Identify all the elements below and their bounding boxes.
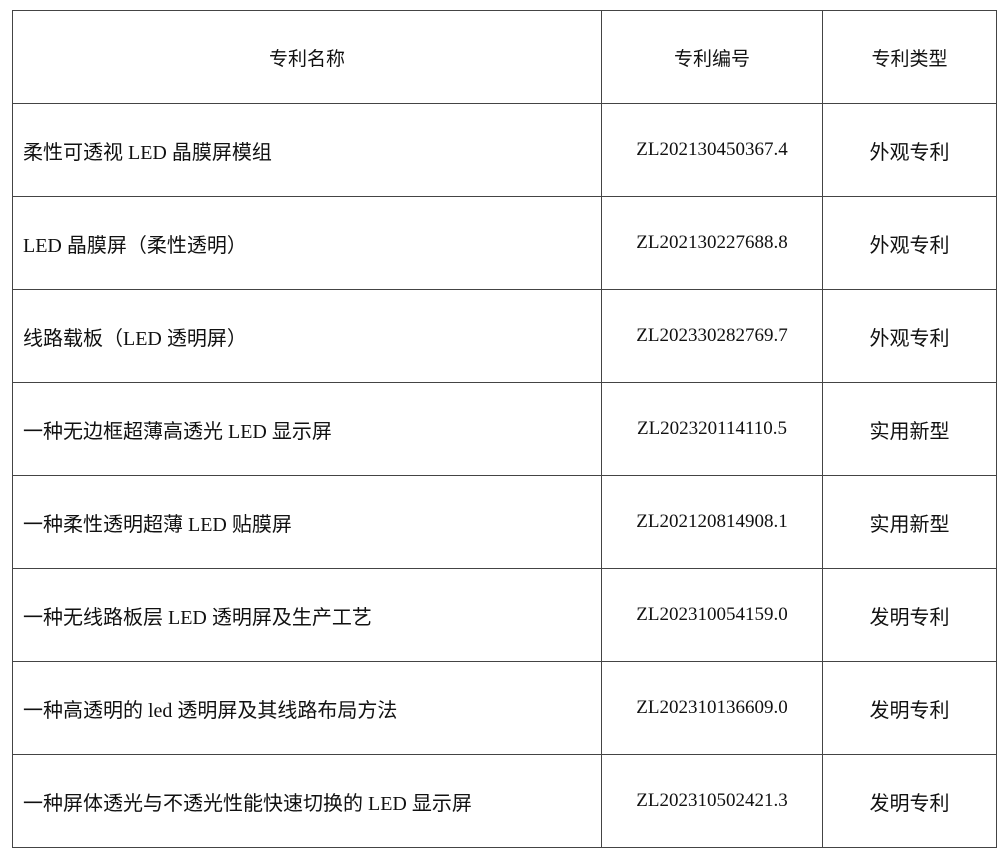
patent-number-cell: ZL202310502421.3 — [601, 754, 823, 848]
header-patent-name: 专利名称 — [12, 10, 602, 104]
table-row: 一种高透明的 led 透明屏及其线路布局方法 ZL202310136609.0 发明… — [12, 661, 997, 755]
table-row: LED 晶膜屏（柔性透明） ZL202130227688.8 外观专利 — [12, 196, 997, 290]
patent-number-cell: ZL202330282769.7 — [601, 289, 823, 383]
header-patent-number: 专利编号 — [601, 10, 823, 104]
patent-name-cell: 一种无线路板层 LED 透明屏及生产工艺 — [12, 568, 602, 662]
header-patent-type: 专利类型 — [822, 10, 997, 104]
patent-number-cell: ZL202120814908.1 — [601, 475, 823, 569]
table-row: 一种柔性透明超薄 LED 贴膜屏 ZL202120814908.1 实用新型 — [12, 475, 997, 569]
table-row: 一种无线路板层 LED 透明屏及生产工艺 ZL202310054159.0 发明专利 — [12, 568, 997, 662]
patent-number-cell: ZL202320114110.5 — [601, 382, 823, 476]
patent-type-cell: 外观专利 — [822, 289, 997, 383]
patent-name-cell: 一种高透明的 led 透明屏及其线路布局方法 — [12, 661, 602, 755]
patent-type-cell: 外观专利 — [822, 103, 997, 197]
patent-number-cell: ZL202130450367.4 — [601, 103, 823, 197]
patent-number-cell: ZL202310054159.0 — [601, 568, 823, 662]
patent-number-cell: ZL202130227688.8 — [601, 196, 823, 290]
patent-type-cell: 发明专利 — [822, 661, 997, 755]
table-row: 一种屏体透光与不透光性能快速切换的 LED 显示屏 ZL202310502421.… — [12, 754, 997, 848]
patent-number-cell: ZL202310136609.0 — [601, 661, 823, 755]
header-row: 专利名称 专利编号 专利类型 — [12, 10, 997, 104]
patent-name-cell: 线路载板（LED 透明屏） — [12, 289, 602, 383]
patent-name-cell: 柔性可透视 LED 晶膜屏模组 — [12, 103, 602, 197]
patent-name-cell: 一种屏体透光与不透光性能快速切换的 LED 显示屏 — [12, 754, 602, 848]
patent-type-cell: 实用新型 — [822, 382, 997, 476]
patent-type-cell: 发明专利 — [822, 568, 997, 662]
patent-name-cell: 一种柔性透明超薄 LED 贴膜屏 — [12, 475, 602, 569]
table-row: 线路载板（LED 透明屏） ZL202330282769.7 外观专利 — [12, 289, 997, 383]
patent-type-cell: 外观专利 — [822, 196, 997, 290]
table-row: 柔性可透视 LED 晶膜屏模组 ZL202130450367.4 外观专利 — [12, 103, 997, 197]
patent-type-cell: 实用新型 — [822, 475, 997, 569]
patent-name-cell: 一种无边框超薄高透光 LED 显示屏 — [12, 382, 602, 476]
patent-name-cell: LED 晶膜屏（柔性透明） — [12, 196, 602, 290]
patent-table: 专利名称 专利编号 专利类型 柔性可透视 LED 晶膜屏模组 ZL20213045… — [12, 10, 997, 848]
patent-type-cell: 发明专利 — [822, 754, 997, 848]
table-row: 一种无边框超薄高透光 LED 显示屏 ZL202320114110.5 实用新型 — [12, 382, 997, 476]
